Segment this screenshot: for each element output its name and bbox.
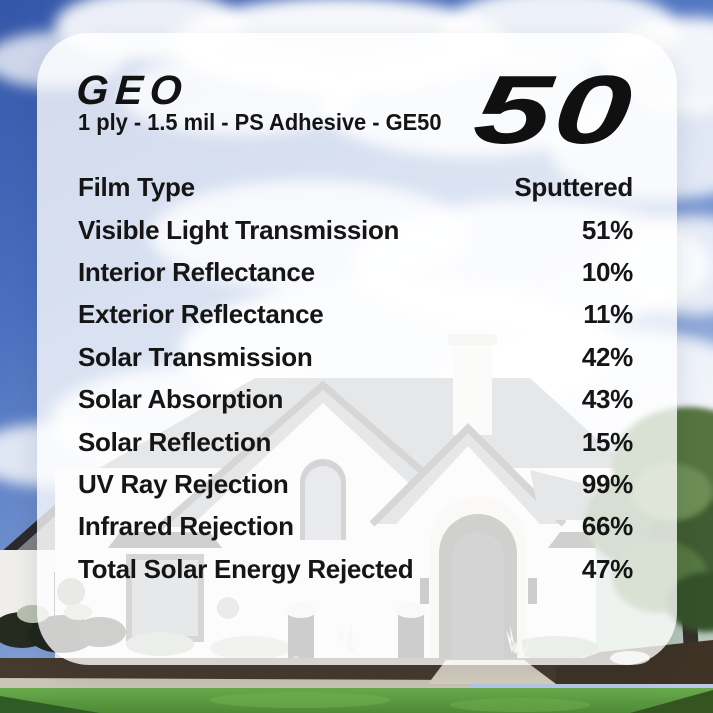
brand-logo: GEO (74, 67, 191, 113)
spec-value: 66% (581, 511, 633, 542)
spec-value: 99% (581, 468, 633, 499)
spec-label: Total Solar Energy Rejected (78, 553, 414, 584)
door-walkway (428, 660, 556, 684)
spec-value: 10% (581, 256, 633, 287)
spec-row-solar-transmission: Solar Transmission 42% (78, 336, 633, 378)
spec-row-visible-light-transmission: Visible Light Transmission 51% (78, 208, 633, 250)
spec-row-film-type: Film Type Sputtered (78, 166, 633, 208)
spec-card: GEO 50 1 ply - 1.5 mil - PS Adhesive - G… (37, 33, 677, 665)
spec-label: Film Type (78, 172, 195, 203)
spec-label: UV Ray Rejection (78, 468, 289, 499)
spec-label: Exterior Reflectance (78, 299, 324, 330)
spec-row-exterior-reflectance: Exterior Reflectance 11% (78, 293, 633, 335)
spec-label: Solar Reflection (78, 426, 272, 457)
spec-row-solar-reflection: Solar Reflection 15% (78, 420, 633, 462)
spec-label: Visible Light Transmission (78, 214, 400, 245)
spec-value: 51% (581, 214, 633, 245)
spec-row-infrared-rejection: Infrared Rejection 66% (78, 505, 633, 547)
spec-label: Solar Transmission (78, 341, 313, 372)
spec-table: Film Type Sputtered Visible Light Transm… (78, 166, 633, 590)
spec-label: Interior Reflectance (78, 256, 315, 287)
spec-row-uv-ray-rejection: UV Ray Rejection 99% (78, 463, 633, 505)
spec-value: 42% (581, 341, 633, 372)
spec-value: 43% (581, 384, 633, 415)
spec-value: 11% (583, 299, 633, 330)
spec-row-total-solar-energy-rejected: Total Solar Energy Rejected 47% (78, 548, 633, 590)
product-subtitle: 1 ply - 1.5 mil - PS Adhesive - GE50 (78, 109, 442, 135)
spec-label: Solar Absorption (78, 384, 284, 415)
spec-row-solar-absorption: Solar Absorption 43% (78, 378, 633, 420)
spec-label: Infrared Rejection (78, 511, 294, 542)
spec-value: 47% (581, 553, 633, 584)
spec-value: 15% (581, 426, 633, 457)
series-number: 50 (469, 55, 640, 164)
spec-row-interior-reflectance: Interior Reflectance 10% (78, 251, 633, 293)
spec-value: Sputtered (514, 172, 633, 203)
